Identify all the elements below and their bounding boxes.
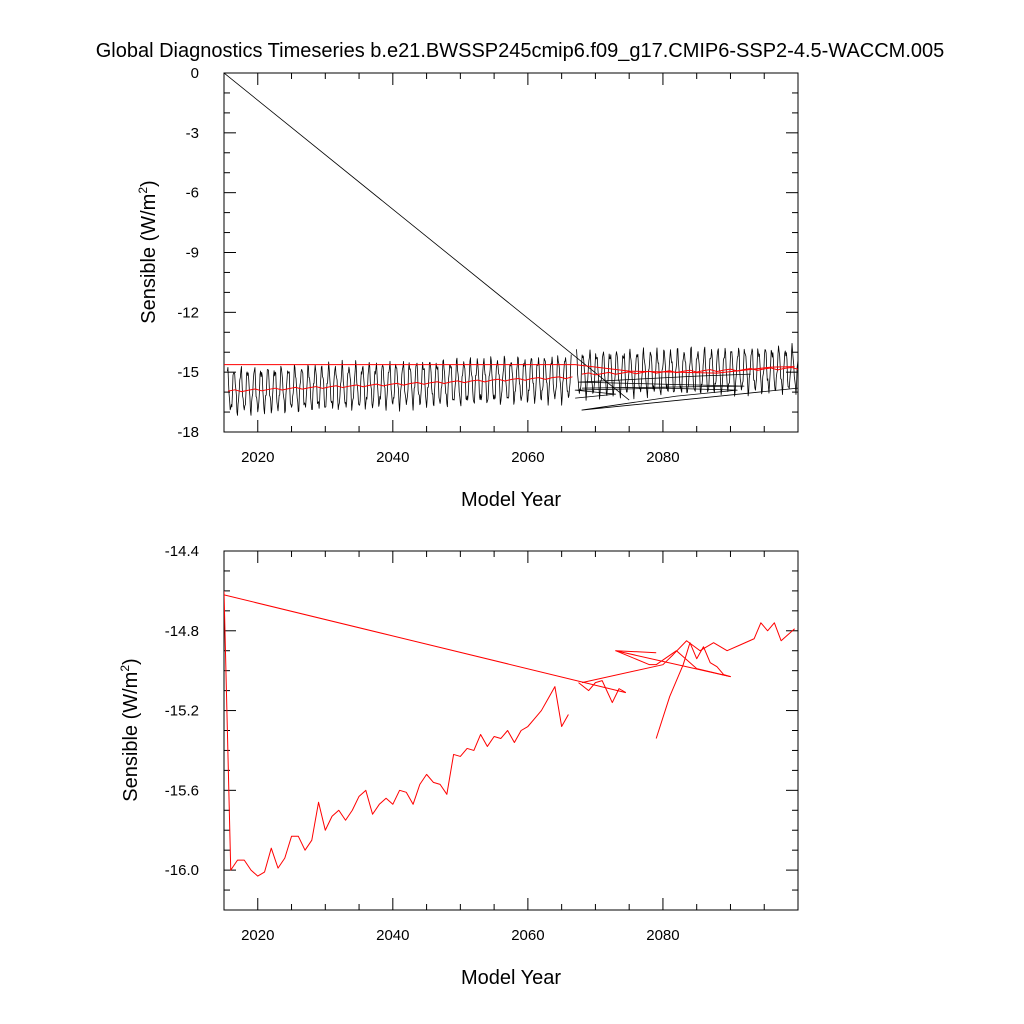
top-x-tick-label: 2060 xyxy=(511,449,544,466)
top-y-label-sup: 2 xyxy=(136,187,150,194)
top-y-tick-label: -9 xyxy=(186,245,199,262)
top-y-tick-label: 0 xyxy=(191,65,199,82)
bottom-panel: 2020 2040 2060 2080 -14.4 -14.8 -15.2 -15.6 -16… xyxy=(118,543,799,989)
top-series-line-0-segment-1 xyxy=(576,343,798,401)
top-series-line-2 xyxy=(227,376,573,393)
bottom-series-line-5 xyxy=(615,650,731,678)
top-y-label-main: Sensible (W/m xyxy=(138,194,160,324)
bottom-plot-frame xyxy=(223,550,799,911)
top-y-tick-label: -6 xyxy=(186,185,199,202)
top-x-tick-label: 2040 xyxy=(376,449,409,466)
top-series-line-3 xyxy=(581,366,798,376)
bottom-series-line-4 xyxy=(615,642,731,739)
bottom-y-label-sup: 2 xyxy=(118,665,132,672)
top-series xyxy=(224,73,798,416)
top-y-tick-label: -18 xyxy=(177,424,199,441)
top-y-tick-label: -3 xyxy=(186,125,199,142)
bottom-y-ticks: -14.4 -14.8 -15.2 -15.6 -16.0 xyxy=(165,543,798,891)
bottom-y-tick-label: -16.0 xyxy=(165,862,199,879)
top-x-tick-label: 2080 xyxy=(646,449,679,466)
bottom-y-label-main: Sensible (W/m xyxy=(120,672,142,802)
top-y-tick-label: -15 xyxy=(177,364,199,381)
bottom-series-line-2 xyxy=(578,680,627,704)
top-panel: 2020 2040 2060 2080 0 -3 -6 -9 -12 -15 -18 Model … xyxy=(136,65,799,511)
top-y-tick-label: -12 xyxy=(177,304,199,321)
top-y-label-end: ) xyxy=(138,180,160,187)
bottom-series-line-1 xyxy=(224,594,626,694)
bottom-y-label-end: ) xyxy=(120,658,142,665)
bottom-x-tick-label: 2080 xyxy=(646,927,679,944)
bottom-y-tick-label: -14.8 xyxy=(165,623,199,640)
bottom-series-line-3 xyxy=(581,622,795,684)
top-series-line-0-overlap-0 xyxy=(574,387,798,411)
top-x-ticks: 2020 2040 2060 2080 xyxy=(223,73,799,466)
top-plot-frame xyxy=(223,72,799,433)
top-series-line-0-segment-0 xyxy=(226,354,572,416)
top-series-line-0-spike xyxy=(224,73,630,401)
bottom-x-tick-label: 2060 xyxy=(511,927,544,944)
top-series-line-0-overlap-1 xyxy=(578,373,751,389)
bottom-x-ticks: 2020 2040 2060 2080 xyxy=(223,551,799,944)
top-x-axis-label: Model Year xyxy=(461,489,561,511)
bottom-x-tick-label: 2040 xyxy=(376,927,409,944)
bottom-x-axis-label: Model Year xyxy=(461,967,561,989)
bottom-y-tick-label: -14.4 xyxy=(165,543,199,560)
bottom-series xyxy=(224,590,795,877)
bottom-x-tick-label: 2020 xyxy=(241,927,274,944)
bottom-y-axis-label: Sensible (W/m2) xyxy=(118,658,142,801)
bottom-y-tick-label: -15.6 xyxy=(165,782,199,799)
top-y-ticks: 0 -3 -6 -9 -12 -15 -18 xyxy=(177,65,798,441)
top-x-tick-label: 2020 xyxy=(241,449,274,466)
bottom-y-tick-label: -15.2 xyxy=(165,703,199,720)
figure-title: Global Diagnostics Timeseries b.e21.BWSS… xyxy=(96,40,945,62)
bottom-series-line-0 xyxy=(224,590,569,877)
top-y-axis-label: Sensible (W/m2) xyxy=(136,180,160,323)
